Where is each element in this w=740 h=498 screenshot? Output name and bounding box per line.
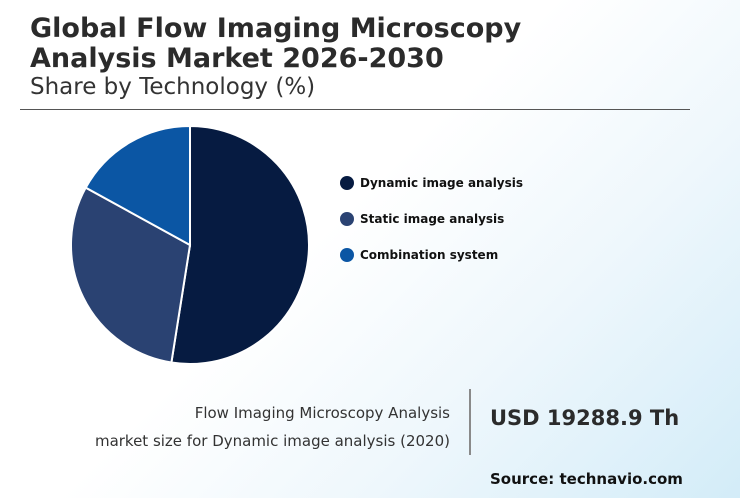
- legend-item-dynamic: Dynamic image analysis: [340, 174, 523, 192]
- chart-title: Global Flow Imaging Microscopy Analysis …: [30, 14, 521, 74]
- pie-slice-static: [70, 186, 192, 364]
- legend: Dynamic image analysis Static image anal…: [340, 174, 523, 282]
- market-caption-line-2: market size for Dynamic image analysis (…: [94, 432, 450, 450]
- market-size-value: USD 19288.9 Th: [490, 406, 680, 430]
- legend-marker-dynamic: [340, 176, 354, 190]
- market-caption-line-1: Flow Imaging Microscopy Analysis: [194, 404, 450, 422]
- title-line-2: Analysis Market 2026-2030: [30, 43, 444, 74]
- source-credit: Source: technavio.com: [490, 470, 683, 488]
- legend-marker-combination: [340, 248, 354, 262]
- legend-label-combination: Combination system: [360, 248, 499, 262]
- legend-label-dynamic: Dynamic image analysis: [360, 176, 524, 190]
- pie-slice-combination: [84, 124, 191, 247]
- pie-slice-dynamic: [170, 124, 310, 365]
- legend-item-static: Static image analysis: [340, 210, 523, 228]
- market-divider: [469, 389, 471, 455]
- market-size-caption: Flow Imaging Microscopy Analysis market …: [95, 399, 450, 455]
- legend-marker-static: [340, 212, 354, 226]
- title-line-1: Global Flow Imaging Microscopy: [30, 13, 522, 44]
- legend-item-combination: Combination system: [340, 246, 523, 264]
- chart-subtitle: Share by Technology (%): [30, 74, 316, 100]
- header-divider: [20, 109, 690, 110]
- pie-chart: [70, 124, 310, 365]
- legend-label-static: Static image analysis: [360, 212, 505, 226]
